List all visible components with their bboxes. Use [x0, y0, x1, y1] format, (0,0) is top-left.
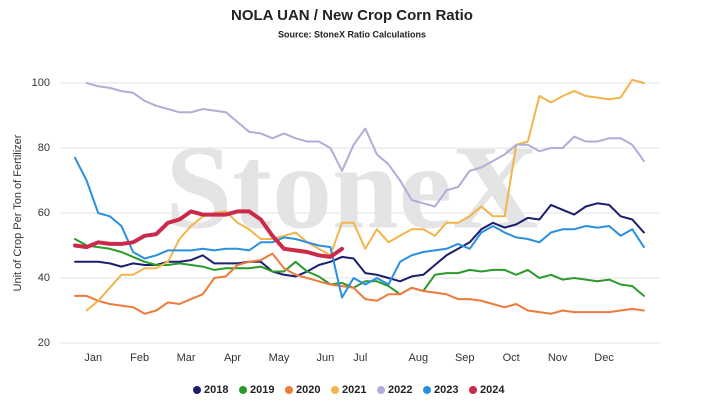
- legend-marker: [331, 386, 339, 394]
- y-axis-label: Unit of Crop Per Ton of Fertilizer: [12, 134, 24, 291]
- legend-marker: [423, 386, 431, 394]
- legend-label: 2020: [296, 384, 320, 396]
- legend-label: 2019: [250, 384, 274, 396]
- x-tick-label: Oct: [503, 352, 520, 364]
- legend-label: 2021: [342, 384, 366, 396]
- x-tick-label: Apr: [224, 352, 241, 364]
- watermark: StoneX: [165, 121, 538, 254]
- legend-label: 2024: [480, 384, 505, 396]
- series-line: [74, 202, 645, 283]
- legend-label: 2018: [204, 384, 228, 396]
- series-line: [74, 156, 645, 299]
- x-tick-label: Dec: [594, 352, 614, 364]
- series-line: [85, 82, 645, 208]
- legend-marker: [469, 386, 477, 394]
- chart-subtitle: Source: StoneX Ratio Calculations: [278, 29, 426, 39]
- legend-label: 2023: [434, 384, 458, 396]
- legend-marker: [285, 386, 293, 394]
- y-tick-label: 100: [32, 77, 50, 89]
- legend-marker: [377, 386, 385, 394]
- series-line: [74, 252, 645, 315]
- x-tick-label: May: [269, 352, 290, 364]
- series-line: [73, 209, 344, 259]
- x-tick-label: Nov: [548, 352, 568, 364]
- chart-title: NOLA UAN / New Crop Corn Ratio: [231, 7, 473, 24]
- x-tick-label: Jan: [84, 352, 102, 364]
- legend-label: 2022: [388, 384, 412, 396]
- x-tick-label: Jul: [353, 352, 367, 364]
- legend-marker: [193, 386, 201, 394]
- y-tick-label: 40: [38, 272, 50, 284]
- legend-marker: [239, 386, 247, 394]
- series-line: [74, 238, 645, 297]
- x-tick-label: Mar: [177, 352, 196, 364]
- x-tick-label: Jun: [317, 352, 335, 364]
- series-line: [85, 78, 645, 312]
- y-tick-label: 60: [38, 207, 50, 219]
- x-tick-label: Aug: [409, 352, 429, 364]
- y-tick-label: 80: [38, 142, 50, 154]
- x-tick-label: Sep: [455, 352, 475, 364]
- y-tick-label: 20: [38, 337, 50, 349]
- x-tick-label: Feb: [130, 352, 149, 364]
